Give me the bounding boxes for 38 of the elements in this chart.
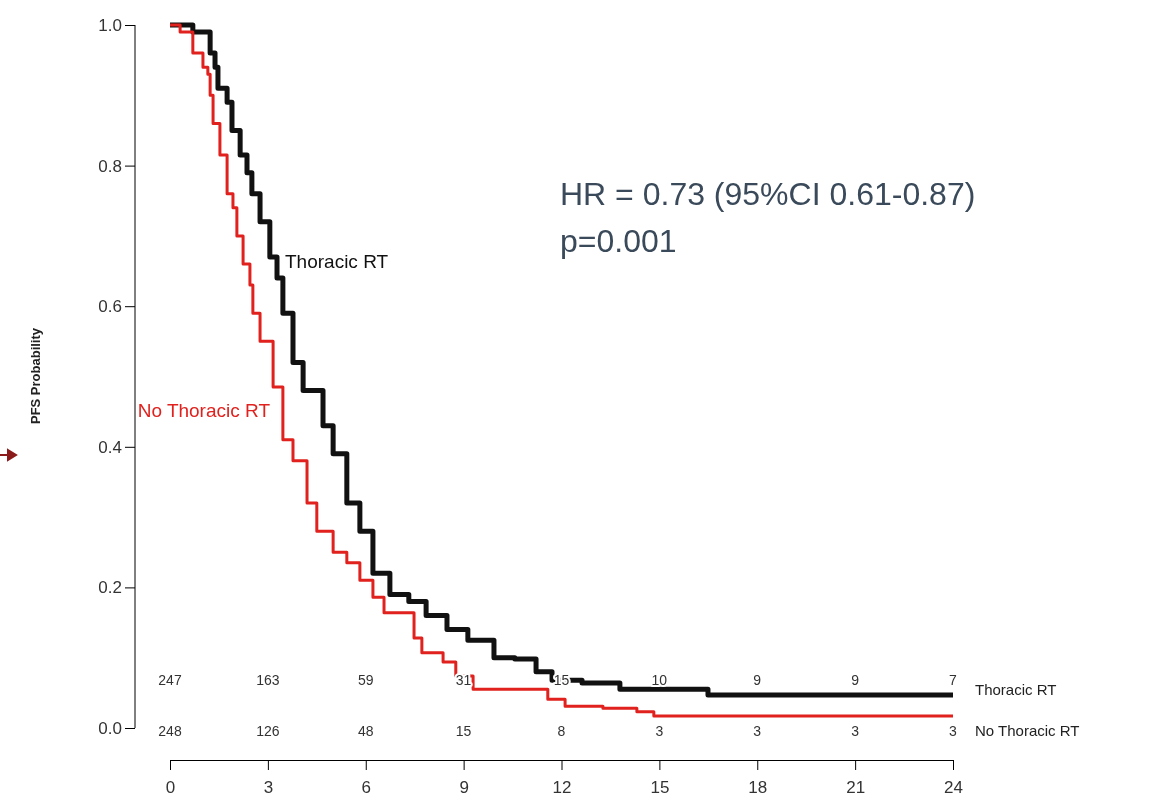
y-tick-label: 0.8 <box>98 156 122 176</box>
text: No Thoracic RT <box>975 722 1080 740</box>
annotation: 163 <box>256 671 280 688</box>
annotation: 15 <box>455 722 472 739</box>
series-label: Thoracic RT <box>285 251 389 272</box>
annotation: 126 <box>256 722 280 739</box>
annotation: 9 <box>753 671 762 688</box>
x-tick-label: 18 <box>748 778 768 798</box>
annotation: 7 <box>949 671 958 688</box>
annotation: 3 <box>949 722 958 739</box>
annotation: 247 <box>158 671 182 688</box>
annotation: 48 <box>357 722 374 739</box>
annotation: 3 <box>851 722 860 739</box>
annotation: 59 <box>357 671 374 688</box>
y-tick-label: 0.0 <box>98 718 122 738</box>
series-label: No Thoracic RT <box>137 400 271 421</box>
annotation: 248 <box>158 722 182 739</box>
x-tick-label: 15 <box>650 778 670 798</box>
x-tick-label: 9 <box>459 778 469 798</box>
text: Thoracic RT <box>975 681 1057 699</box>
y-tick-label: 1.0 <box>98 15 122 35</box>
x-tick-label: 12 <box>552 778 572 798</box>
annotation: 8 <box>557 722 566 739</box>
y-tick-label: 0.2 <box>98 578 122 598</box>
annotation: HR = 0.73 (95%CI 0.61-0.87) <box>560 176 976 212</box>
annotation: p=0.001 <box>560 223 677 259</box>
annotation: 3 <box>753 722 762 739</box>
annotation: 10 <box>651 671 668 688</box>
annotation: 3 <box>655 722 664 739</box>
annotation: 9 <box>851 671 860 688</box>
x-tick-label: 21 <box>846 778 866 798</box>
x-tick-label: 3 <box>263 778 274 798</box>
x-tick-label: 24 <box>944 778 963 798</box>
y-tick-label: 0.6 <box>98 297 122 317</box>
y-axis-title: PFS Probability <box>28 327 43 425</box>
x-tick-label: 6 <box>361 778 371 798</box>
y-tick-label: 0.4 <box>98 437 122 457</box>
x-tick-label: 0 <box>165 778 176 798</box>
